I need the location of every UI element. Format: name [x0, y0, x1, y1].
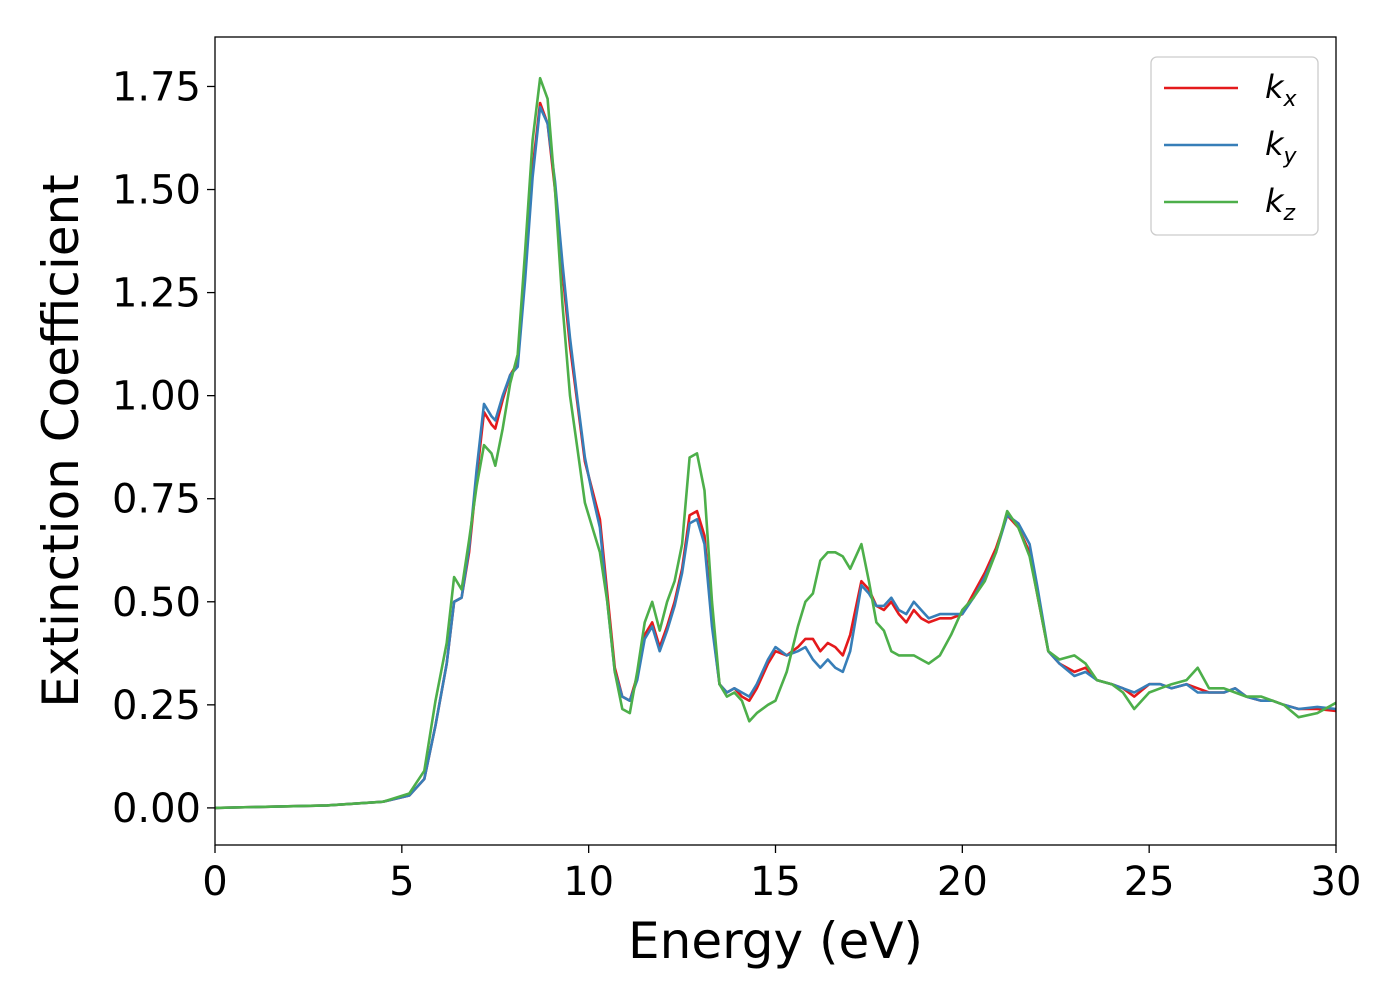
legend-label-base: k [1265, 125, 1285, 163]
x-tick-label: 25 [1124, 859, 1175, 905]
x-tick-label: 10 [563, 859, 614, 905]
x-tick-label: 30 [1311, 859, 1362, 905]
legend-label-x: kx [1265, 68, 1298, 112]
x-tick-label: 5 [389, 859, 414, 905]
legend-label-y: ky [1265, 125, 1298, 169]
y-tick-label: 0.00 [112, 786, 201, 832]
y-tick-label: 0.25 [112, 683, 201, 729]
series-line-z [214, 76, 1337, 810]
x-tick-label: 15 [750, 859, 801, 905]
y-tick-label: 1.00 [112, 374, 201, 420]
y-tick-label: 1.75 [112, 64, 201, 110]
y-axis-title: Extinction Coefficient [32, 174, 90, 708]
y-tick-label: 1.25 [112, 271, 201, 317]
legend-label-subscript: y [1283, 144, 1298, 169]
series-layer [214, 76, 1337, 810]
x-axis-title: Energy (eV) [628, 912, 923, 970]
y-tick-label: 0.50 [112, 580, 201, 626]
y-tick-label: 1.50 [112, 168, 201, 214]
x-tick-label: 20 [937, 859, 988, 905]
legend-label-z: kz [1265, 182, 1296, 226]
x-tick-label: 0 [202, 859, 227, 905]
legend-label-base: k [1265, 68, 1285, 106]
y-tick-label: 0.75 [112, 477, 201, 523]
legend-label-subscript: x [1283, 87, 1298, 112]
ticks-layer: 0 5 10 15 20 25 30 0.00 0.25 0.50 0.75 1.00 1.25 1.50… [112, 64, 1362, 905]
legend-label-base: k [1265, 182, 1285, 220]
legend-label-subscript: z [1283, 201, 1296, 226]
